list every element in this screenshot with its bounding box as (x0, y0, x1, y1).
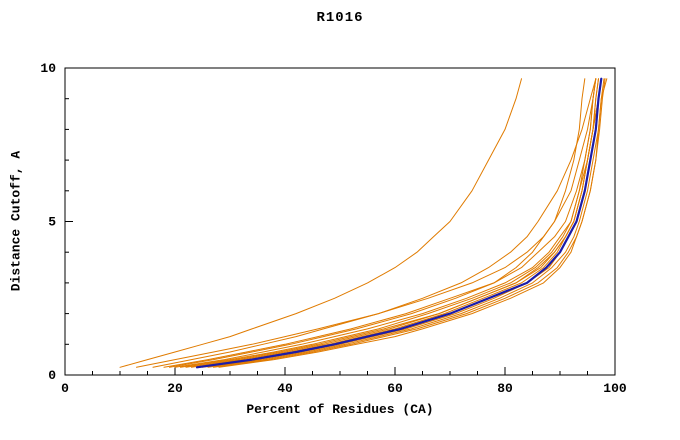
curve-model-11 (119, 78, 522, 368)
curve-model-07 (136, 78, 597, 368)
svg-text:0: 0 (61, 381, 69, 396)
chart-title: R1016 (316, 10, 364, 26)
curve-model-08 (196, 78, 599, 368)
curve-model-14 (191, 78, 602, 368)
curve-model-06 (163, 78, 597, 368)
curve-model-04 (174, 78, 597, 368)
svg-text:20: 20 (167, 381, 183, 396)
svg-text:80: 80 (497, 381, 513, 396)
svg-text:60: 60 (387, 381, 403, 396)
curve-model-13 (213, 78, 606, 368)
curve-model-10 (169, 78, 586, 368)
curve-model-09 (180, 78, 602, 368)
curve-model-05 (207, 78, 608, 368)
svg-text:10: 10 (40, 61, 56, 76)
svg-text:0: 0 (48, 368, 56, 383)
svg-text:100: 100 (603, 381, 627, 396)
x-axis-label: Percent of Residues (CA) (246, 402, 434, 417)
svg-text:5: 5 (48, 215, 56, 230)
curve-highlighted-model (195, 77, 603, 369)
curve-model-12 (152, 78, 597, 368)
svg-text:40: 40 (277, 381, 293, 396)
